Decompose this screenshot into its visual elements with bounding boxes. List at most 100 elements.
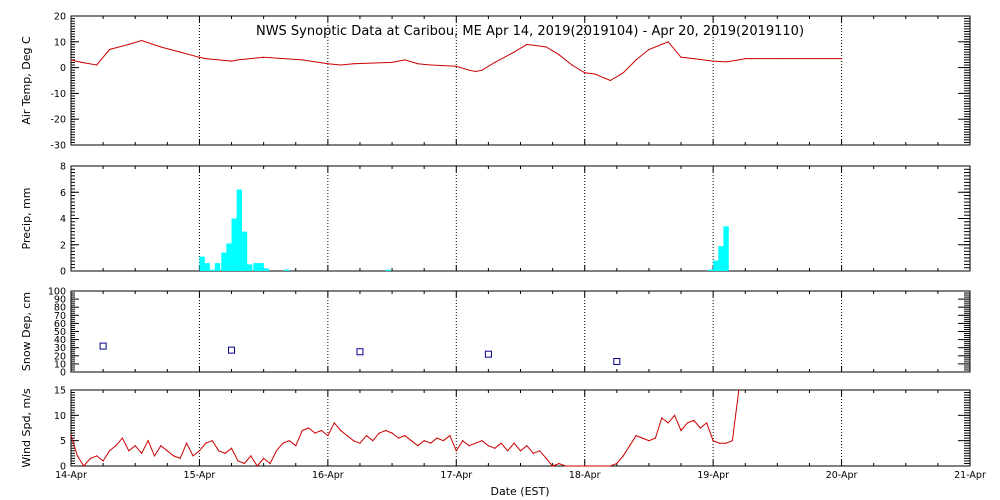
data-point — [648, 440, 650, 442]
data-point — [70, 59, 72, 61]
data-point — [481, 69, 483, 71]
data-point — [128, 450, 130, 452]
data-point — [641, 437, 644, 439]
data-point — [674, 414, 676, 416]
y-tick-label: 0 — [60, 63, 66, 74]
data-point — [436, 437, 438, 439]
data-point — [404, 59, 406, 61]
panel-frame — [70, 389, 971, 467]
data-point — [211, 440, 213, 442]
y-tick-label: 6 — [60, 188, 66, 199]
data-point — [468, 69, 470, 71]
precip-bar — [713, 260, 719, 271]
data-point — [519, 450, 522, 452]
data-point — [584, 465, 586, 467]
data-point — [667, 422, 669, 424]
data-point — [571, 64, 573, 66]
data-point — [494, 447, 496, 449]
data-point — [352, 63, 355, 65]
data-point — [596, 465, 599, 467]
data-point — [571, 465, 573, 467]
data-point — [462, 440, 464, 442]
x-tick-label: 15-Apr — [184, 470, 216, 481]
snow-depth-marker — [484, 350, 492, 358]
panel-frame — [70, 165, 971, 272]
data-point — [494, 61, 496, 64]
data-point — [198, 450, 201, 452]
precip-bar — [246, 264, 253, 271]
y-tick-label: 20 — [54, 12, 66, 23]
data-point — [718, 442, 721, 444]
data-point — [83, 465, 85, 467]
data-point — [301, 429, 303, 432]
data-point — [307, 427, 310, 429]
data-point — [340, 429, 342, 432]
data-point — [558, 462, 560, 465]
data-point — [635, 59, 637, 61]
data-point — [442, 440, 445, 442]
data-point — [667, 41, 669, 43]
panel-frame — [70, 290, 971, 373]
data-point — [96, 64, 98, 66]
y-tick-label: 10 — [54, 411, 66, 422]
data-point — [526, 43, 528, 45]
data-point — [320, 429, 323, 432]
data-point — [661, 417, 663, 419]
panel-0: -30 -20 -10 0 10 20 Air Temp, Deg C — [20, 12, 971, 152]
data-point — [840, 57, 843, 60]
data-point — [378, 432, 380, 434]
precip-bar — [199, 256, 205, 271]
data-point — [359, 442, 361, 444]
precip-bar — [241, 231, 248, 271]
data-point — [333, 422, 335, 424]
series-line — [70, 389, 740, 467]
data-point — [455, 450, 457, 452]
data-point — [230, 447, 233, 449]
data-point — [545, 46, 547, 48]
x-axis-label: Date (EST) — [490, 485, 549, 498]
precip-bar — [209, 269, 216, 271]
panel-3: 0 5 10 15 Wind Spd, m/s — [20, 386, 971, 473]
data-point — [372, 440, 374, 442]
data-point — [250, 455, 252, 457]
data-point — [706, 422, 708, 424]
y-tick-label: 90 — [54, 295, 66, 306]
data-point — [635, 435, 637, 437]
data-point — [237, 59, 239, 61]
data-point — [430, 64, 432, 66]
data-point — [468, 445, 470, 447]
precip-bar — [236, 189, 243, 271]
y-tick-label: 20 — [54, 351, 66, 362]
data-point — [693, 419, 695, 421]
data-point — [500, 442, 502, 444]
data-point — [686, 422, 689, 424]
y-tick-label: 10 — [54, 37, 66, 48]
data-point — [160, 46, 162, 48]
data-point — [269, 462, 271, 465]
data-point — [738, 59, 740, 61]
data-point — [487, 445, 489, 447]
y-tick-label: 40 — [54, 335, 66, 346]
precip-bar — [708, 269, 714, 271]
data-point — [128, 43, 130, 45]
data-point — [327, 63, 329, 65]
data-point — [108, 450, 111, 452]
snow-depth-marker — [613, 357, 621, 365]
data-point — [134, 445, 136, 447]
data-point — [545, 457, 547, 459]
data-point — [327, 435, 329, 437]
x-tick-label: 16-Apr — [312, 470, 344, 481]
y-tick-label: 0 — [60, 462, 66, 473]
data-point — [680, 56, 682, 58]
data-point — [654, 437, 656, 439]
y-tick-label: 0 — [60, 368, 66, 379]
data-point — [166, 450, 168, 452]
data-point — [725, 61, 727, 63]
data-point — [584, 72, 586, 74]
data-point — [594, 73, 596, 75]
data-point — [141, 452, 143, 454]
data-point — [481, 440, 483, 442]
data-point — [661, 43, 663, 45]
data-point — [340, 64, 342, 66]
